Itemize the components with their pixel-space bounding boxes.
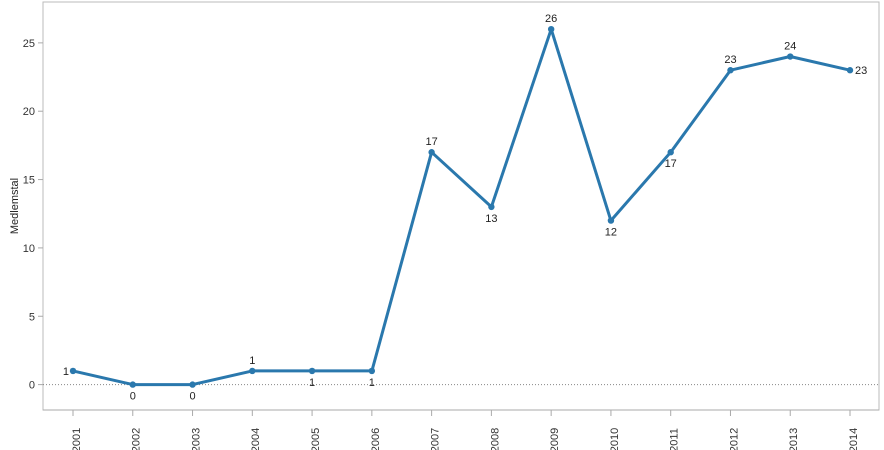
x-tick-label: 2012 bbox=[728, 428, 740, 450]
data-label: 1 bbox=[309, 377, 315, 389]
x-tick-label: 2007 bbox=[430, 428, 442, 450]
data-label: 1 bbox=[249, 355, 255, 367]
y-tick-label: 25 bbox=[23, 38, 35, 50]
x-tick-label: 2013 bbox=[788, 428, 800, 450]
x-tick-label: 2010 bbox=[609, 428, 621, 450]
series-line bbox=[72, 27, 851, 387]
x-tick-label: 2001 bbox=[71, 428, 83, 450]
x-tick-label: 2008 bbox=[489, 428, 501, 450]
x-tick-label: 2002 bbox=[131, 428, 143, 450]
data-label: 1 bbox=[369, 377, 375, 389]
data-label: 12 bbox=[605, 227, 617, 239]
data-point bbox=[667, 149, 674, 156]
data-label: 24 bbox=[784, 41, 796, 53]
data-point bbox=[727, 67, 734, 74]
data-point bbox=[249, 367, 256, 375]
data-point bbox=[129, 381, 136, 388]
data-point bbox=[428, 149, 435, 156]
plot-frame bbox=[42, 1, 880, 411]
x-tick-label: 2009 bbox=[549, 428, 561, 450]
y-tick-label: 10 bbox=[23, 243, 35, 255]
data-labels: 1 0 0 1 1 1 17 13 26 12 17 23 24 23 bbox=[63, 13, 867, 402]
data-label: 1 bbox=[63, 366, 69, 378]
data-point bbox=[189, 381, 196, 388]
x-tick-label: 2005 bbox=[310, 428, 322, 450]
data-label: 13 bbox=[485, 213, 497, 225]
data-label: 17 bbox=[425, 136, 437, 148]
data-label: 17 bbox=[665, 158, 677, 170]
data-point bbox=[69, 367, 77, 375]
data-point bbox=[368, 367, 376, 375]
x-tick-label: 2014 bbox=[848, 428, 860, 450]
data-point bbox=[846, 67, 854, 74]
data-label: 26 bbox=[545, 13, 557, 25]
data-point bbox=[488, 203, 495, 211]
data-label: 0 bbox=[130, 391, 136, 403]
x-axis: 2001 2002 2003 2004 2005 2006 2007 2008 2009 2010… bbox=[43, 409, 879, 450]
x-tick-label: 2004 bbox=[250, 428, 262, 450]
data-point bbox=[607, 217, 615, 224]
y-axis-title: Medlemstal bbox=[9, 178, 21, 234]
y-tick-label: 15 bbox=[23, 175, 35, 187]
y-axis: 0 5 10 15 20 25 bbox=[23, 38, 43, 392]
data-points bbox=[69, 26, 854, 388]
data-point bbox=[547, 26, 555, 33]
x-tick-label: 2011 bbox=[669, 428, 681, 450]
y-tick-label: 20 bbox=[23, 106, 35, 118]
y-tick-label: 0 bbox=[29, 380, 35, 392]
y-tick-label: 5 bbox=[29, 311, 35, 323]
data-label: 23 bbox=[724, 54, 736, 66]
data-label: 0 bbox=[189, 391, 195, 403]
x-tick-label: 2003 bbox=[190, 428, 202, 450]
data-point bbox=[308, 367, 316, 375]
x-tick-label: 2006 bbox=[370, 428, 382, 450]
data-point bbox=[787, 53, 794, 60]
data-label: 23 bbox=[855, 65, 867, 77]
